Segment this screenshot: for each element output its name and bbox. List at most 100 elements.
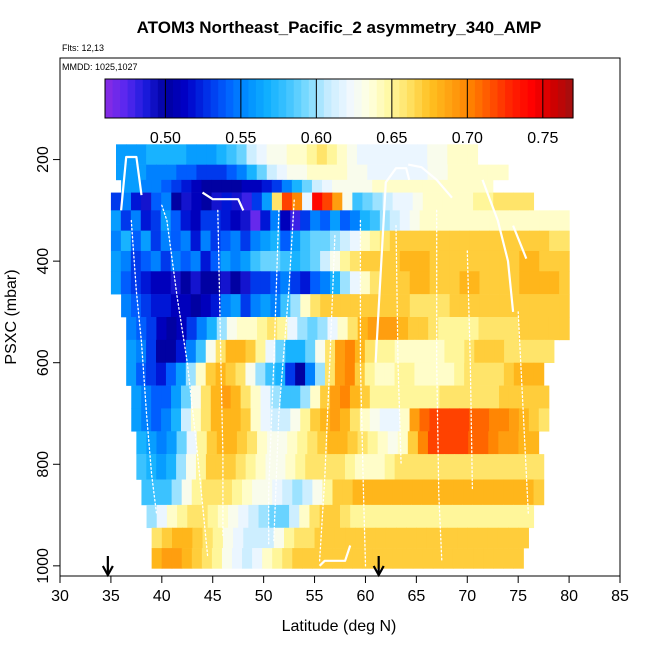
heatmap-cell xyxy=(130,210,142,231)
colorbar-segment xyxy=(535,79,544,118)
heatmap-cell xyxy=(196,144,207,165)
heatmap-cell xyxy=(463,192,474,211)
heatmap-cell xyxy=(419,230,431,252)
heatmap-cell xyxy=(276,164,288,181)
heatmap-cell xyxy=(523,454,535,480)
heatmap-cell xyxy=(160,294,172,318)
heatmap-cell xyxy=(334,362,346,386)
heatmap-cell xyxy=(310,385,321,409)
heatmap-cell xyxy=(469,230,481,252)
colorbar-segment xyxy=(316,79,325,118)
heatmap-cell xyxy=(166,454,177,480)
heatmap-cell xyxy=(377,144,388,165)
heatmap-cell xyxy=(469,408,480,432)
heatmap-cell xyxy=(256,164,268,181)
heatmap-cell xyxy=(404,339,416,363)
colorbar-segment xyxy=(452,79,461,118)
heatmap-cell xyxy=(225,454,237,480)
heatmap-cell xyxy=(245,362,256,386)
heatmap-cell xyxy=(397,164,409,181)
heatmap-cell xyxy=(116,144,127,165)
heatmap-cell xyxy=(246,317,258,341)
dates-note: MMDD: 1025,1027 xyxy=(62,62,138,72)
heatmap-cell xyxy=(240,210,251,231)
heatmap-cell xyxy=(559,294,570,318)
heatmap-cell xyxy=(412,479,424,506)
heatmap-cell xyxy=(156,362,167,386)
heatmap-cell xyxy=(170,230,182,252)
heatmap-cell xyxy=(528,431,540,455)
heatmap-cell xyxy=(409,250,421,272)
heatmap-cell xyxy=(422,192,434,211)
heatmap-cell xyxy=(469,250,481,272)
heatmap-cell xyxy=(221,192,233,211)
heatmap-cell xyxy=(539,271,550,295)
heatmap-cell xyxy=(429,408,440,432)
heatmap-cell xyxy=(306,164,318,181)
colorbar-segment xyxy=(271,79,280,118)
heatmap-cell xyxy=(330,210,341,231)
heatmap-cell xyxy=(217,504,229,529)
colorbar-segment xyxy=(308,79,317,118)
heatmap-cell xyxy=(484,339,495,363)
y-tick-label: 800 xyxy=(35,451,52,478)
heatmap-cell xyxy=(494,339,505,363)
heatmap-cell xyxy=(332,179,343,193)
heatmap-cell xyxy=(330,271,341,295)
colorbar-tick-label: 0.75 xyxy=(527,130,558,147)
heatmap-cell xyxy=(176,144,187,165)
heatmap-cell xyxy=(235,454,247,480)
heatmap-cell xyxy=(286,164,298,181)
heatmap-cell xyxy=(250,230,261,252)
heatmap-cell xyxy=(320,210,331,231)
heatmap-cell xyxy=(260,210,271,231)
heatmap-cell xyxy=(441,504,453,529)
heatmap-cell xyxy=(200,250,212,272)
heatmap-cell xyxy=(131,408,142,432)
heatmap-cell xyxy=(397,144,408,165)
heatmap-cell xyxy=(401,504,412,529)
heatmap-cell xyxy=(442,192,454,211)
heatmap-cell xyxy=(302,548,313,569)
heatmap-cell xyxy=(508,317,520,341)
heatmap-cell xyxy=(372,479,384,506)
heatmap-cell xyxy=(508,527,519,549)
heatmap-cell xyxy=(281,179,293,193)
heatmap-cell xyxy=(392,192,404,211)
heatmap-cell xyxy=(309,504,321,529)
heatmap-cell xyxy=(559,271,570,295)
heatmap-cell xyxy=(266,144,278,165)
heatmap-cell xyxy=(419,210,431,231)
heatmap-cell xyxy=(384,362,396,386)
profile-line-solid xyxy=(374,167,411,363)
heatmap-cell xyxy=(409,230,421,252)
heatmap-cell xyxy=(528,317,540,341)
heatmap-cell xyxy=(151,527,163,549)
colorbar-segment xyxy=(467,79,476,118)
heatmap-cell xyxy=(359,210,371,231)
heatmap-cell xyxy=(459,210,471,231)
heatmap-cell xyxy=(352,479,364,506)
heatmap-cell xyxy=(424,339,436,363)
heatmap-cell xyxy=(330,294,341,318)
heatmap-cell xyxy=(539,210,550,231)
heatmap-cell xyxy=(280,210,291,231)
colorbar-segment xyxy=(414,79,423,118)
heatmap-cell xyxy=(277,317,288,341)
heatmap-cell xyxy=(242,548,253,569)
heatmap-cell xyxy=(236,431,248,455)
heatmap-cell xyxy=(342,179,353,193)
heatmap-cell xyxy=(221,548,233,569)
colorbar-frame xyxy=(104,78,574,119)
colorbar-segment xyxy=(354,79,363,118)
heatmap-cell xyxy=(116,164,127,181)
heatmap-cell xyxy=(305,362,316,386)
heatmap-cell xyxy=(513,504,524,529)
heatmap-cell xyxy=(412,548,424,569)
heatmap-cell xyxy=(230,385,242,409)
heatmap-cell xyxy=(454,339,465,363)
heatmap-cell xyxy=(205,454,217,480)
heatmap-cell xyxy=(230,271,241,295)
heatmap-cell xyxy=(407,164,419,181)
colorbar-segment xyxy=(142,79,151,118)
